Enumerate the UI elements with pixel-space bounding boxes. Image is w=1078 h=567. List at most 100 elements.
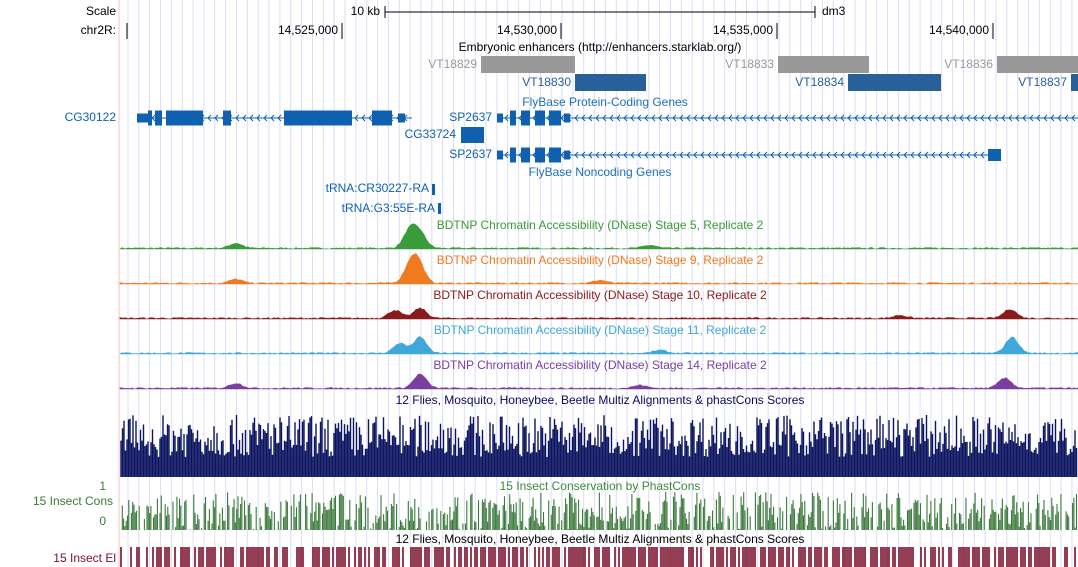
gene-label: CG30122 (65, 110, 117, 124)
strand-arrow (1057, 114, 1062, 122)
strand-arrow (623, 151, 628, 159)
strand-arrow (242, 114, 247, 122)
strand-arrow (651, 114, 656, 122)
strand-arrow (735, 114, 740, 122)
strand-arrow (728, 151, 733, 159)
strand-arrow (777, 151, 782, 159)
strand-arrow (714, 151, 719, 159)
strand-arrow (973, 151, 978, 159)
strand-arrow (896, 151, 901, 159)
strand-arrow (1022, 114, 1027, 122)
exon (988, 149, 1001, 161)
exon (284, 110, 352, 126)
strand-arrow (595, 114, 600, 122)
strand-arrow (1036, 114, 1041, 122)
strand-arrow (798, 151, 803, 159)
exon (510, 147, 516, 163)
strand-arrow (588, 114, 593, 122)
strand-arrow (749, 114, 754, 122)
exon (497, 150, 503, 160)
strand-arrow (714, 114, 719, 122)
strand-arrow (700, 151, 705, 159)
strand-arrow (630, 114, 635, 122)
strand-arrow (812, 151, 817, 159)
enhancer (575, 74, 646, 91)
strand-arrow (735, 151, 740, 159)
chrom-label: chr2R: (81, 23, 116, 37)
enhancer-label: VT18833 (725, 57, 774, 71)
strand-arrow (819, 114, 824, 122)
strand-arrow (868, 151, 873, 159)
strand-arrow (819, 151, 824, 159)
strand-arrow (679, 114, 684, 122)
track-title: FlyBase Protein-Coding Genes (522, 95, 687, 109)
strand-arrow (756, 114, 761, 122)
track-title: BDTNP Chromatin Accessibility (DNase) St… (434, 323, 767, 337)
strand-arrow (742, 151, 747, 159)
strand-arrow (721, 114, 726, 122)
strand-arrow (658, 114, 663, 122)
strand-arrow (931, 151, 936, 159)
strand-arrow (959, 114, 964, 122)
strand-arrow (966, 151, 971, 159)
enhancer-label: VT18837 (1018, 75, 1067, 89)
exon (223, 110, 231, 126)
strand-arrow (840, 114, 845, 122)
strand-arrow (207, 114, 212, 122)
element-bars (120, 547, 1076, 567)
strand-arrow (798, 114, 803, 122)
track-title: Embryonic enhancers (http://enhancers.st… (459, 40, 742, 54)
strand-arrow (952, 151, 957, 159)
strand-arrow (777, 114, 782, 122)
ruler-position: 14,535,000 (713, 23, 773, 37)
strand-arrow (910, 114, 915, 122)
strand-arrow (749, 151, 754, 159)
signal (119, 336, 1078, 355)
strand-arrow (861, 114, 866, 122)
strand-arrow (938, 151, 943, 159)
strand-arrow (917, 114, 922, 122)
track-title: BDTNP Chromatin Accessibility (DNase) St… (433, 358, 767, 372)
strand-arrow (770, 151, 775, 159)
axis-label: 0 (99, 514, 106, 528)
enhancer-label: VT18829 (428, 57, 477, 71)
strand-arrow (903, 114, 908, 122)
strand-arrow (665, 114, 670, 122)
strand-arrow (952, 114, 957, 122)
assembly: dm3 (822, 4, 846, 18)
strand-arrow (609, 114, 614, 122)
strand-arrow (882, 151, 887, 159)
track-title: 12 Flies, Mosquito, Honeybee, Beetle Mul… (396, 532, 805, 546)
strand-arrow (826, 114, 831, 122)
exon (549, 147, 561, 163)
strand-arrow (658, 151, 663, 159)
scale-bar (384, 6, 816, 18)
enhancer-label: VT18830 (522, 75, 571, 89)
strand-arrow (651, 151, 656, 159)
strand-arrow (945, 114, 950, 122)
strand-arrow (574, 151, 579, 159)
exon (564, 113, 570, 123)
trna (432, 184, 435, 195)
strand-arrow (504, 114, 509, 122)
strand-arrow (931, 114, 936, 122)
exon (535, 110, 545, 126)
enhancer (997, 56, 1078, 73)
strand-arrow (840, 151, 845, 159)
strand-arrow (973, 114, 978, 122)
strand-arrow (644, 151, 649, 159)
exon (372, 110, 392, 126)
track-title: BDTNP Chromatin Accessibility (DNase) St… (437, 218, 764, 232)
enhancer (778, 56, 869, 73)
strand-arrow (616, 151, 621, 159)
strand-arrow (277, 114, 282, 122)
strand-arrow (980, 114, 985, 122)
track-title: FlyBase Noncoding Genes (529, 165, 672, 179)
strand-arrow (637, 151, 642, 159)
strand-arrow (637, 114, 642, 122)
strand-arrow (756, 151, 761, 159)
strand-arrow (812, 114, 817, 122)
scale-label: Scale (86, 4, 116, 18)
exon (521, 110, 530, 126)
